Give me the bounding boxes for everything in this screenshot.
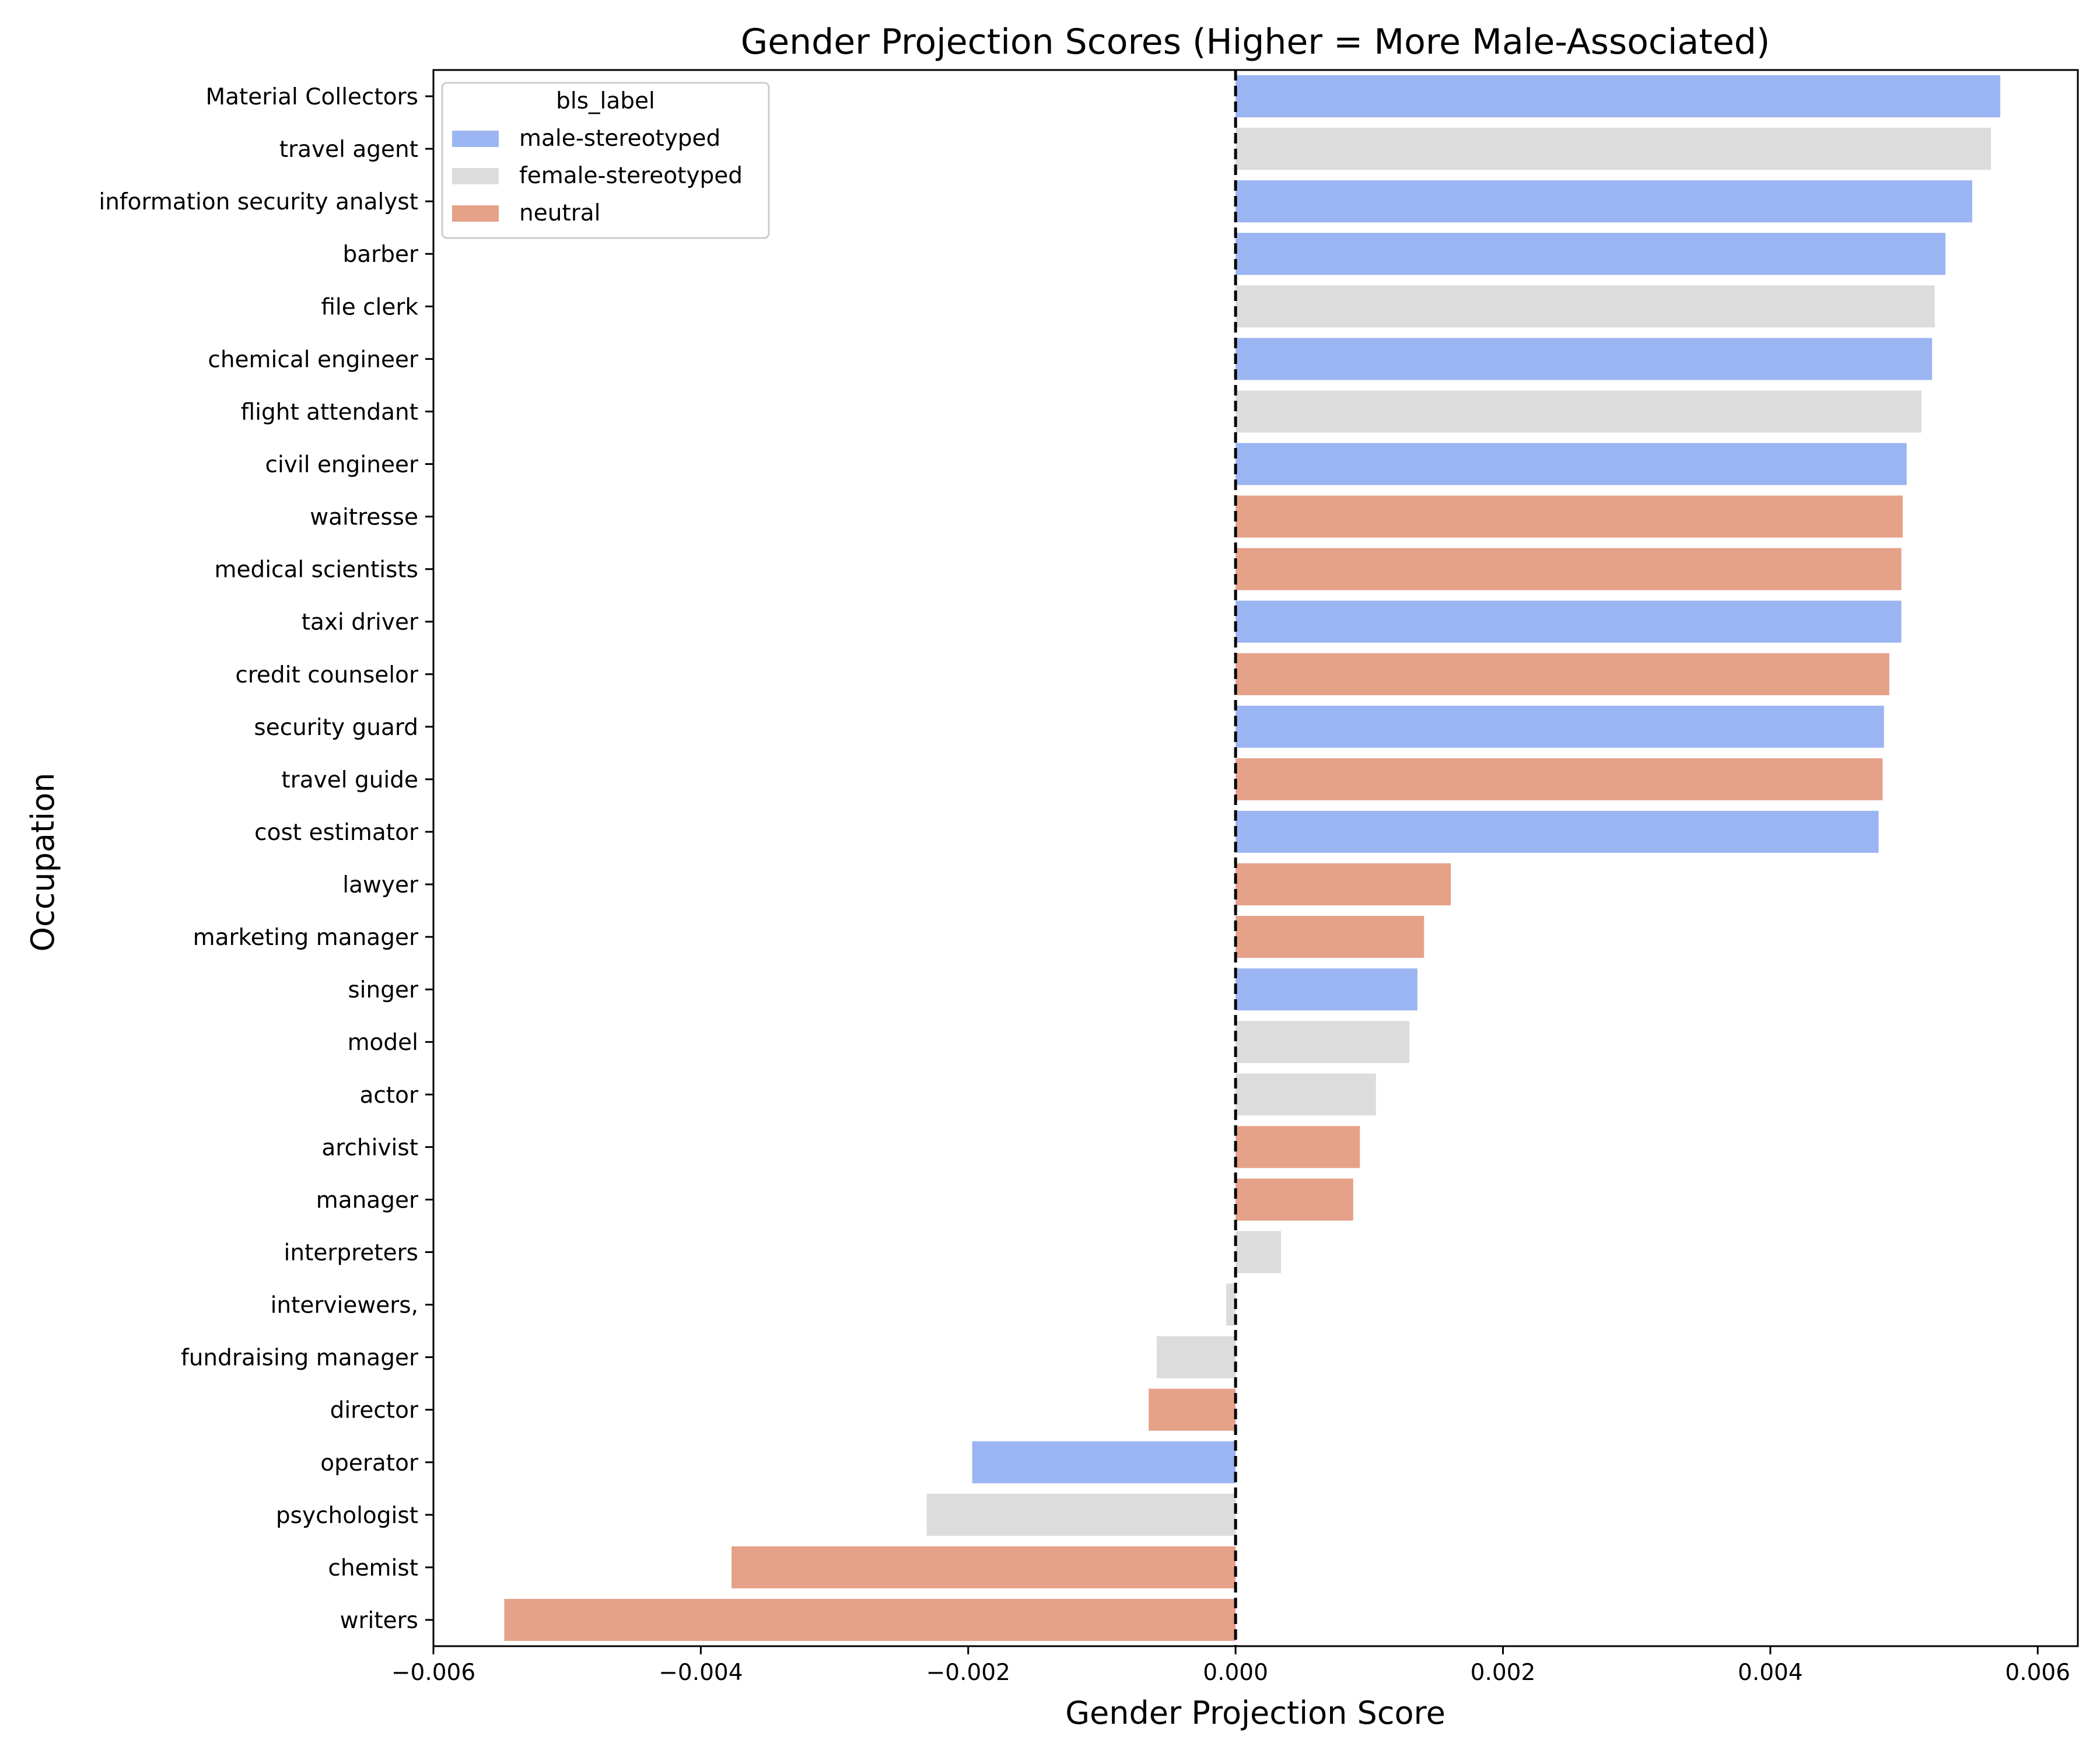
legend-entry-label: male-stereotyped [519, 125, 720, 152]
bar [1236, 758, 1883, 800]
bar [1236, 863, 1451, 906]
legend-swatch [452, 168, 499, 184]
x-tick-label: 0.006 [2005, 1660, 2070, 1686]
bar [1236, 180, 1972, 223]
y-tick-label: director [330, 1398, 419, 1424]
bar [1149, 1388, 1236, 1431]
y-tick-label: manager [316, 1187, 419, 1213]
y-tick-label: security guard [254, 715, 418, 741]
bar [1236, 233, 1946, 275]
bar [1236, 600, 1902, 643]
legend: bls_label male-stereotyped female-stereoty… [441, 82, 770, 239]
bars-layer [504, 75, 2001, 1641]
bar [1236, 705, 1884, 748]
bar [1236, 916, 1424, 958]
bar [1156, 1336, 1236, 1378]
bar [1236, 338, 1933, 380]
bar [1226, 1283, 1236, 1326]
x-tick-label: −0.002 [926, 1660, 1010, 1686]
y-tick-label: file clerk [321, 294, 418, 320]
bar [1236, 1231, 1282, 1273]
bar [732, 1546, 1236, 1588]
plot-frame [432, 69, 2079, 1647]
y-tick-label: psychologist [276, 1503, 418, 1529]
y-tick-label: Material Collectors [205, 84, 418, 110]
y-tick-label: waitresse [310, 505, 418, 531]
y-tick-label: actor [359, 1082, 418, 1108]
bar [1236, 390, 1922, 433]
bar [972, 1441, 1236, 1483]
bar [1236, 495, 1903, 538]
legend-swatch [452, 205, 499, 222]
y-tick-label: chemist [328, 1555, 418, 1581]
y-tick-label: interpreters [284, 1240, 418, 1266]
bar [504, 1598, 1236, 1641]
bar [1236, 285, 1935, 328]
y-tick-label: flight attendant [241, 399, 418, 425]
bar [1236, 1073, 1376, 1116]
x-axis-label: Gender Projection Score [1065, 1695, 1446, 1731]
y-tick-label: civil engineer [265, 452, 419, 478]
x-tick-label: −0.004 [659, 1660, 743, 1686]
y-tick-label: credit counselor [235, 662, 419, 688]
legend-entry-label: female-stereotyped [519, 163, 743, 189]
bar [1236, 1178, 1353, 1221]
y-tick-label: information security analyst [99, 189, 418, 215]
y-axis-label: Occupation [24, 773, 61, 952]
y-tick-label: medical scientists [214, 557, 418, 583]
bar [1236, 1021, 1410, 1063]
x-tick-label: 0.000 [1203, 1660, 1268, 1686]
legend-box [441, 82, 770, 239]
y-tick-label: barber [343, 242, 419, 268]
x-axis: −0.006 −0.004 −0.002 0.000 0.002 0.004 0.006 [391, 1646, 2070, 1686]
y-tick-label: model [348, 1030, 418, 1056]
bar [926, 1493, 1236, 1536]
x-tick-label: 0.002 [1471, 1660, 1536, 1686]
bar [1236, 810, 1879, 853]
legend-title: bls_label [556, 88, 655, 114]
y-tick-label: singer [348, 977, 419, 1003]
bar [1236, 548, 1902, 590]
y-tick-label: lawyer [342, 872, 419, 898]
y-tick-label: travel guide [281, 767, 418, 793]
legend-swatch [452, 131, 499, 147]
chart-title: Gender Projection Scores (Higher = More … [741, 22, 1770, 62]
bar [1236, 653, 1889, 695]
y-tick-label: writers [340, 1608, 418, 1634]
bar [1236, 968, 1418, 1011]
x-tick-label: 0.004 [1738, 1660, 1803, 1686]
bar [1236, 128, 1992, 170]
y-tick-label: archivist [321, 1135, 418, 1161]
y-tick-label: fundraising manager [181, 1345, 419, 1371]
y-tick-label: marketing manager [193, 925, 419, 951]
x-tick-label: −0.006 [391, 1660, 475, 1686]
y-tick-label: taxi driver [302, 610, 419, 636]
y-tick-label: interviewers, [271, 1293, 418, 1319]
bar [1236, 443, 1907, 485]
y-axis: Material Collectors travel agent informati… [99, 84, 433, 1634]
y-tick-label: travel agent [279, 136, 418, 163]
bar [1236, 1126, 1360, 1168]
bar [1236, 75, 2001, 118]
y-tick-label: chemical engineer [208, 346, 419, 373]
y-tick-label: operator [320, 1450, 419, 1476]
legend-entry-label: neutral [519, 200, 601, 226]
y-tick-label: cost estimator [254, 820, 419, 846]
